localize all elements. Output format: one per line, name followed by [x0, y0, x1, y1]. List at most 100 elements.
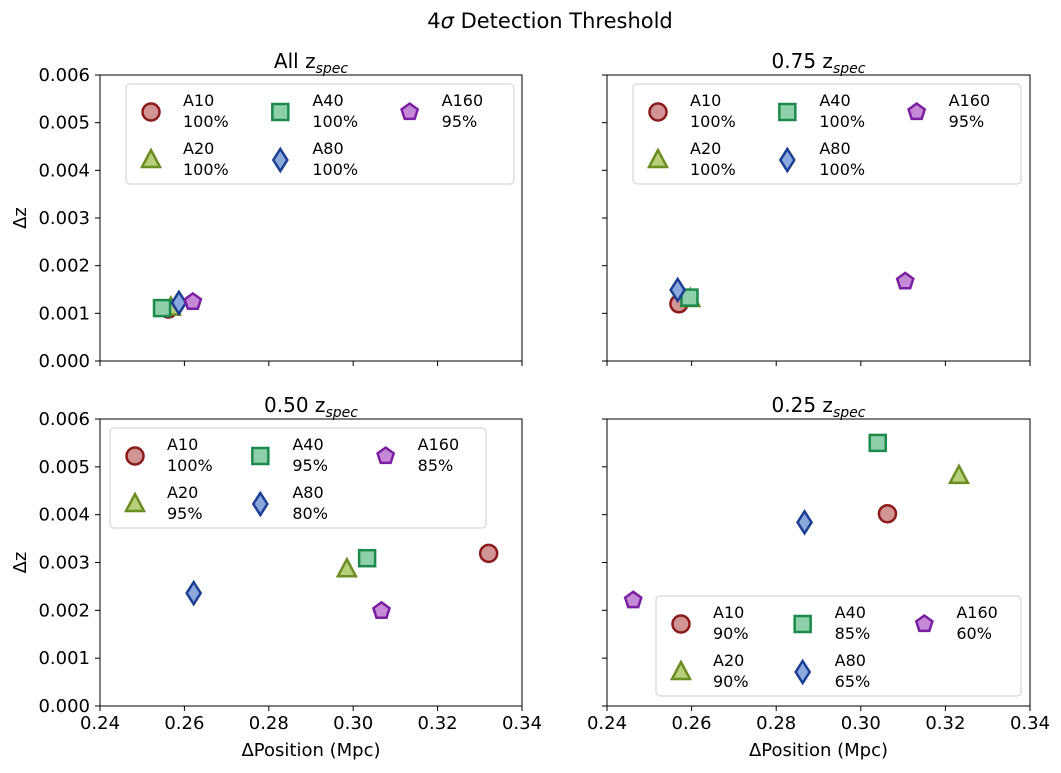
panel-3: 0.50 zspec 0.24 0.26 0.28 0.30 0.32 0.34 0.000 0… — [10, 393, 542, 761]
panel-title-subscript: spec — [325, 405, 358, 421]
x-tick-label: 0.26 — [672, 713, 712, 734]
panel-title-main: All z — [274, 49, 316, 73]
legend-label-name: A40 — [292, 435, 323, 454]
legend-label-percent: 100% — [819, 112, 865, 131]
panel-title: 0.50 zspec — [264, 393, 358, 421]
legend-label-percent: 100% — [312, 112, 358, 131]
legend-item-a40: A40 100% — [271, 91, 358, 131]
legend-label-percent: 90% — [713, 672, 749, 691]
legend-label-name: A20 — [690, 139, 721, 158]
panel-title-main: 0.75 z — [772, 49, 833, 73]
legend-marker — [907, 101, 927, 121]
panel-2: 0.75 zspecA10100%A20100%A40100%A80100%A1… — [602, 49, 1031, 366]
legend-marker — [251, 446, 270, 466]
legend-marker — [376, 445, 396, 465]
y-tick-label: 0.003 — [38, 208, 90, 229]
legend-label-name: A160 — [956, 603, 997, 622]
legend-label-percent: 100% — [167, 456, 213, 475]
y-tick-label: 0.000 — [38, 351, 90, 372]
legend-label-percent: 65% — [835, 672, 871, 691]
data-point-a160 — [623, 590, 643, 609]
x-tick-label: 0.32 — [925, 713, 965, 734]
legend-label-percent: 85% — [418, 456, 454, 475]
legend: A10 100% A20 100% A40 100% A80 100% A160 95% — [125, 83, 515, 185]
data-point-a80 — [796, 508, 814, 536]
x-tick-label: 0.26 — [164, 713, 204, 734]
y-tick-label: 0.006 — [38, 409, 90, 430]
legend-marker — [778, 146, 796, 174]
data-point-a10 — [478, 543, 499, 564]
figure-title-suffix: Detection Threshold — [454, 9, 673, 33]
panel-title-main: 0.50 z — [264, 393, 325, 417]
legend-label-name: A160 — [949, 91, 990, 110]
legend-marker — [646, 147, 670, 169]
legend-marker — [648, 102, 668, 122]
legend-label-name: A20 — [713, 651, 744, 670]
legend-marker — [125, 446, 145, 466]
legend-label-name: A160 — [418, 435, 459, 454]
legend: A10 100% A20 100% A40 100% A80 100% A160 95% — [632, 83, 1022, 185]
legend-label-name: A80 — [292, 483, 323, 502]
legend-label-name: A40 — [819, 91, 850, 110]
legend-label-percent: 100% — [690, 160, 736, 179]
data-point-a20 — [335, 556, 358, 578]
x-axis-label: ΔPosition (Mpc) — [749, 740, 888, 761]
legend-item-a20: A20 100% — [646, 139, 736, 179]
data-point-a80 — [669, 276, 687, 304]
legend-item-a160: A160 60% — [914, 603, 998, 643]
data-point-a160 — [183, 291, 203, 311]
data-point-a40 — [868, 433, 887, 453]
legend-label-name: A10 — [183, 91, 214, 110]
legend-marker — [794, 658, 812, 686]
panel-4: 0.25 zspec 0.24 0.26 0.28 0.30 0.32 0.34 ΔPosit… — [587, 393, 1050, 761]
legend-label-name: A20 — [183, 139, 214, 158]
legend-label-percent: 95% — [292, 456, 328, 475]
legend-label-name: A40 — [312, 91, 343, 110]
legend-label-percent: 100% — [183, 112, 229, 131]
legend-item-a10: A10 100% — [125, 435, 213, 475]
x-tick-label: 0.34 — [1010, 713, 1050, 734]
data-point-a40 — [357, 548, 377, 568]
x-tick-label: 0.30 — [841, 713, 881, 734]
panel-1: All zspec 0.000 0.001 0.002 0.003 0.004 0.005 0… — [10, 49, 523, 372]
y-tick-label: 0.004 — [38, 160, 90, 181]
y-axis-label: Δz — [10, 207, 31, 229]
data-point-a160 — [371, 600, 392, 619]
y-axis-label: Δz — [10, 552, 31, 574]
legend-item-a20: A20 100% — [139, 139, 229, 179]
x-tick-label: 0.32 — [418, 713, 458, 734]
legend-label-percent: 60% — [956, 624, 992, 643]
panel-title: All zspec — [274, 49, 348, 77]
legend-label-percent: 95% — [167, 504, 203, 523]
y-tick-label: 0.003 — [38, 553, 90, 574]
legend-label-name: A20 — [167, 483, 198, 502]
legend-label-name: A80 — [312, 139, 343, 158]
legend-marker — [669, 659, 693, 681]
legend-marker — [271, 146, 289, 174]
x-axis-label: ΔPosition (Mpc) — [241, 740, 380, 761]
legend-label-percent: 95% — [949, 112, 985, 131]
data-point-a160 — [895, 271, 915, 290]
legend-label-percent: 100% — [690, 112, 736, 131]
legend-item-a160: A160 85% — [376, 435, 459, 475]
legend-marker — [271, 102, 290, 122]
y-tick-label: 0.002 — [38, 600, 90, 621]
panel-title-main: 0.25 z — [772, 393, 833, 417]
legend-label-name: A10 — [713, 603, 744, 622]
legend-marker — [141, 102, 161, 122]
legend-label-percent: 85% — [835, 624, 871, 643]
figure-title: 4σ Detection Threshold — [427, 9, 673, 33]
legend-marker — [400, 101, 420, 121]
figure-title-prefix: 4 — [427, 9, 440, 33]
x-tick-label: 0.34 — [502, 713, 542, 734]
legend-item-a160: A160 95% — [400, 91, 483, 131]
legend-label-percent: 90% — [713, 624, 749, 643]
panel-title-subscript: spec — [833, 61, 866, 77]
y-tick-label: 0.004 — [38, 505, 90, 526]
